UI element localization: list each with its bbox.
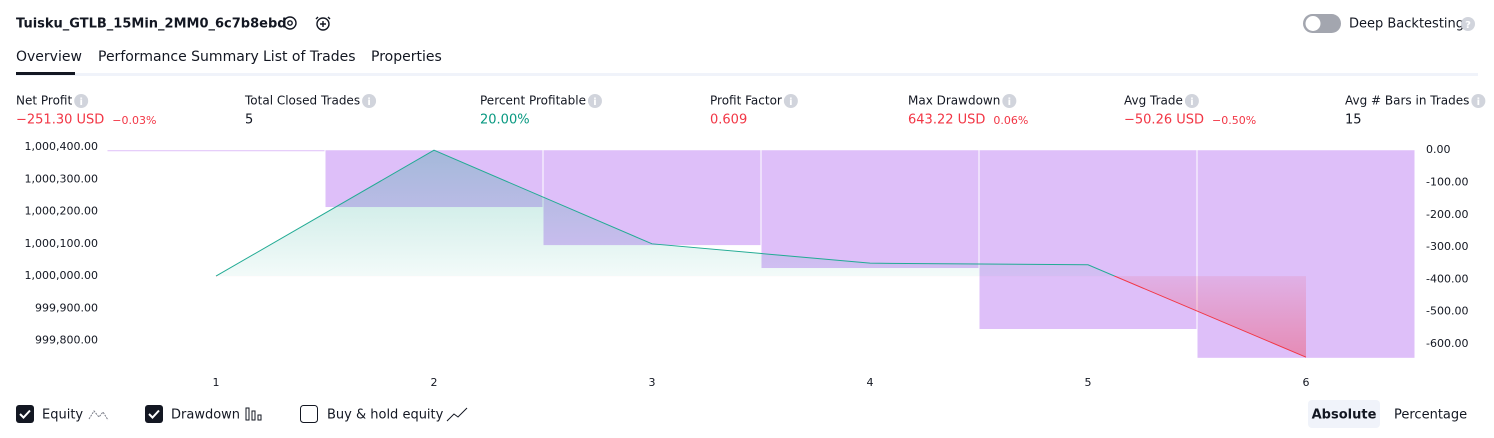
y-tick-label: 1,000,100.00 [25,237,98,250]
check [148,409,160,419]
y-tick-label: 999,900.00 [35,301,98,314]
y2-tick-label: -600.00 [1426,337,1468,350]
x-tick-label: 2 [431,376,438,389]
x-tick-label: 1 [213,376,220,389]
info-glyph: i [79,97,82,108]
drawdown-icon [245,407,262,421]
drawdown-bar [979,150,1197,330]
metric-value: 643.22 USD [908,113,985,128]
info-glyph: i [1008,97,1011,108]
buy-hold-checkbox[interactable] [300,405,318,423]
info-glyph: i [789,97,792,108]
info-icon[interactable] [362,94,377,108]
absolute-label: Absolute [1312,408,1377,423]
metric-value: −50.26 USD [1124,113,1204,128]
strategy-title: Tuisku_GTLB_15Min_2MM0_6c7b8ebd [16,17,287,32]
tabs-divider [16,73,1478,76]
tab[interactable]: List of Trades [263,49,356,65]
info-glyph: i [1190,97,1193,108]
y2-tick-label: 0.00 [1426,143,1451,156]
toggle-knob [1305,16,1321,31]
info-glyph: i [593,97,596,108]
buy-hold-icon [446,407,468,422]
x-tick-label: 6 [1303,376,1310,389]
drawdown-checkbox[interactable] [145,405,163,423]
y-tick-label: 1,000,000.00 [25,269,98,282]
info-glyph: i [367,97,370,108]
equity-line [215,149,1307,358]
x-tick-label: 3 [649,376,656,389]
info-icon[interactable] [1471,94,1486,108]
alert-icon[interactable] [315,16,331,31]
absolute-button[interactable] [1308,400,1380,428]
x-tick-label: 5 [1085,376,1092,389]
y-tick-label: 1,000,300.00 [25,172,98,185]
metric-secondary: 0.06% [993,114,1028,127]
metric-value: 20.00% [480,113,530,128]
check [19,409,31,419]
metric-value: 0.609 [710,113,747,128]
info-icon[interactable] [1002,94,1017,108]
metric-value: 5 [245,113,253,128]
info-icon[interactable] [1184,94,1199,108]
y-tick-label: 1,000,400.00 [25,140,98,153]
metric-label: Net Profit [16,94,72,108]
tab[interactable]: Properties [371,49,442,65]
metric-label: Max Drawdown [908,94,1000,108]
y2-tick-label: -100.00 [1426,176,1468,189]
active-tab-underline [16,72,75,75]
metric-label: Percent Profitable [480,94,586,108]
drawdown-bar [761,150,979,269]
percentage-button[interactable]: Percentage [1394,408,1467,423]
metric-label: Total Closed Trades [244,94,360,108]
metric-secondary: −0.03% [112,114,156,127]
legend-buy-hold: Buy & hold equity [327,408,444,423]
drawdown-bar [107,150,325,152]
y-tick-label: 1,000,200.00 [25,205,98,218]
tab[interactable]: Overview [16,49,82,65]
deep-backtesting-label: Deep Backtesting [1349,17,1464,32]
x-tick-label: 4 [867,376,874,389]
metric-label: Avg # Bars in Trades [1345,94,1469,108]
metric-label: Profit Factor [710,94,782,108]
metric-value: 15 [1345,113,1362,128]
y2-tick-label: -400.00 [1426,272,1468,285]
legend-equity: Equity [42,408,83,423]
y2-tick-label: -200.00 [1426,208,1468,221]
y2-tick-label: -500.00 [1426,305,1468,318]
y2-tick-label: -300.00 [1426,240,1468,253]
info-icon[interactable] [783,94,798,108]
metric-secondary: −0.50% [1212,114,1256,127]
info-icon[interactable] [74,94,89,108]
info-glyph: i [1477,97,1480,108]
y-tick-label: 999,800.00 [35,334,98,347]
tab[interactable]: Performance Summary [98,49,259,65]
equity-icon [88,410,109,421]
legend-drawdown: Drawdown [171,408,240,423]
metric-label: Avg Trade [1124,94,1183,108]
metric-value: −251.30 USD [16,113,104,128]
help-icon[interactable] [1461,17,1475,31]
help-glyph: ? [1465,20,1471,31]
settings-icon[interactable] [283,16,297,30]
info-icon[interactable] [587,94,602,108]
equity-checkbox[interactable] [16,405,34,423]
